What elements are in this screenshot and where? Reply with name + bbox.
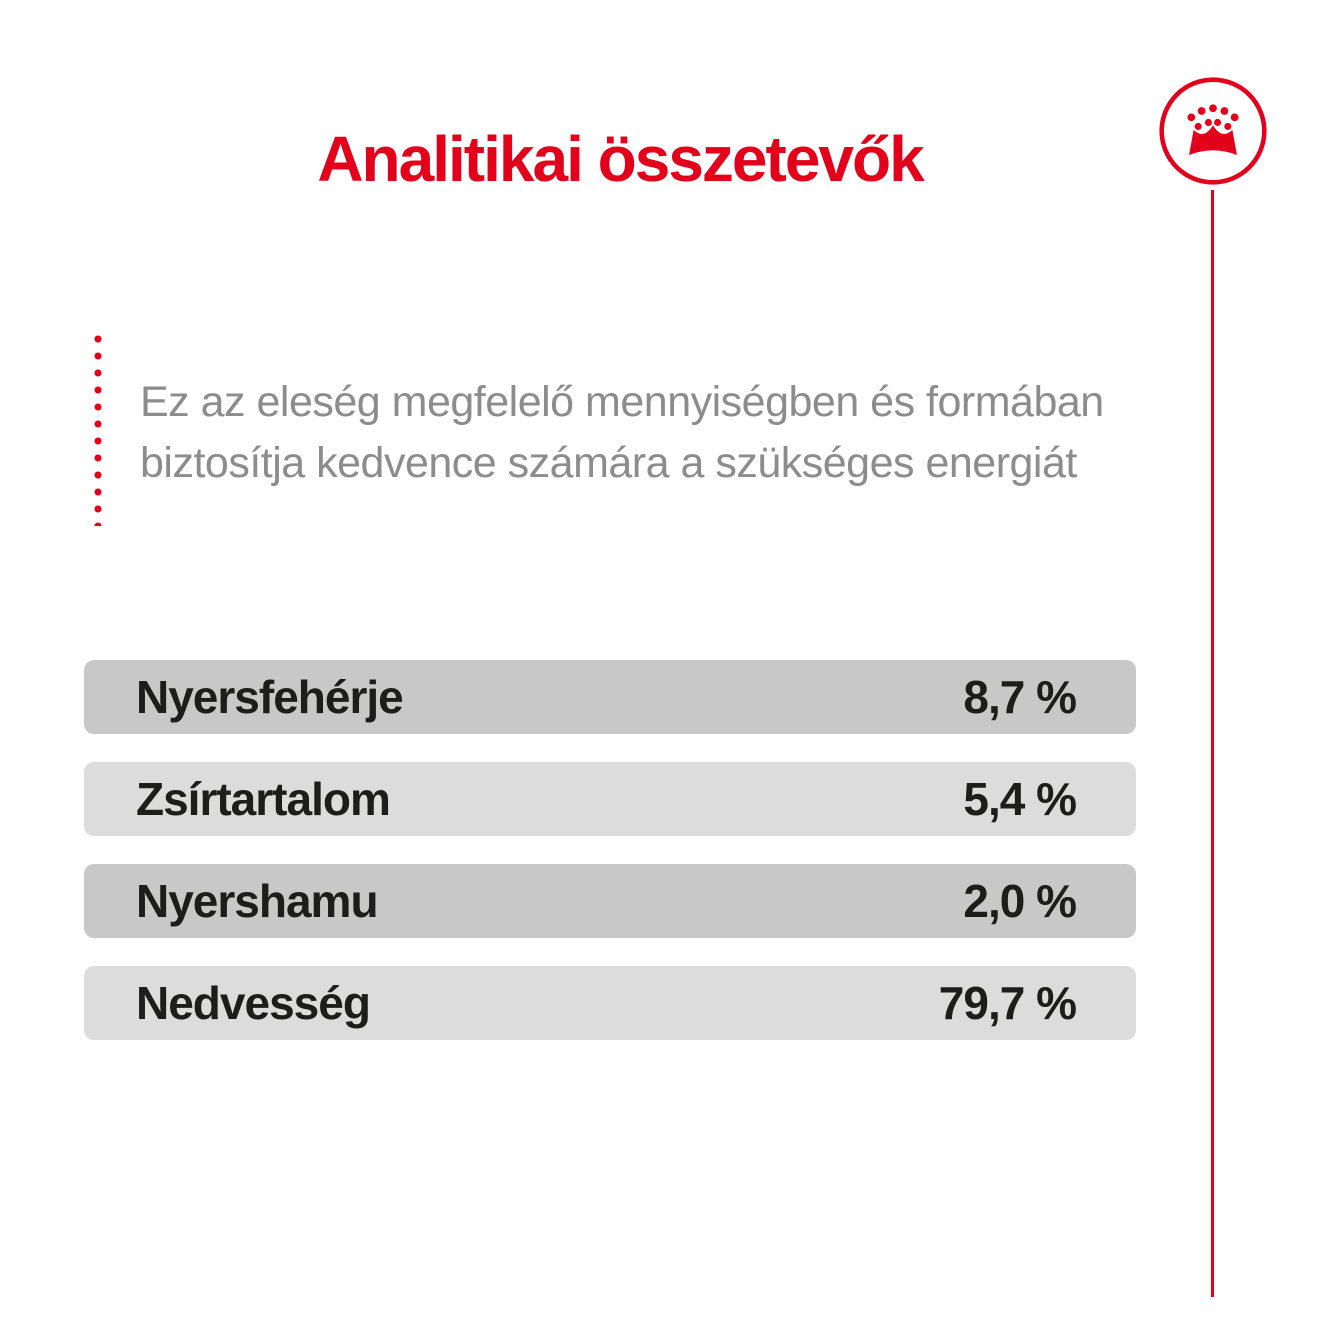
crown-icon bbox=[1156, 74, 1270, 188]
table-row: Nyersfehérje 8,7 % bbox=[84, 660, 1136, 734]
brand-logo bbox=[1156, 74, 1270, 188]
vertical-accent-line bbox=[1211, 190, 1214, 1297]
row-value: 5,4 % bbox=[963, 773, 1077, 825]
page-title: Analitikai összetevők bbox=[317, 123, 924, 195]
row-label: Zsírtartalom bbox=[136, 773, 391, 825]
row-value: 8,7 % bbox=[963, 671, 1077, 723]
table-row: Zsírtartalom 5,4 % bbox=[84, 762, 1136, 836]
row-value: 79,7 % bbox=[938, 977, 1077, 1029]
table-row: Nyershamu 2,0 % bbox=[84, 864, 1136, 938]
description-text: Ez az eleség megfelelő mennyiségben és f… bbox=[140, 372, 1160, 494]
constituents-table: Nyersfehérje 8,7 % Zsírtartalom 5,4 % Ny… bbox=[84, 660, 1136, 1068]
description-line-1: Ez az eleség megfelelő mennyiségben és f… bbox=[140, 378, 1104, 426]
row-value: 2,0 % bbox=[963, 875, 1077, 927]
row-label: Nedvesség bbox=[136, 977, 371, 1029]
table-row: Nedvesség 79,7 % bbox=[84, 966, 1136, 1040]
row-label: Nyershamu bbox=[136, 875, 379, 927]
row-label: Nyersfehérje bbox=[136, 671, 404, 723]
dotted-accent-line bbox=[94, 334, 102, 526]
description-line-2: biztosítja kedvence számára a szükséges … bbox=[140, 439, 1077, 487]
